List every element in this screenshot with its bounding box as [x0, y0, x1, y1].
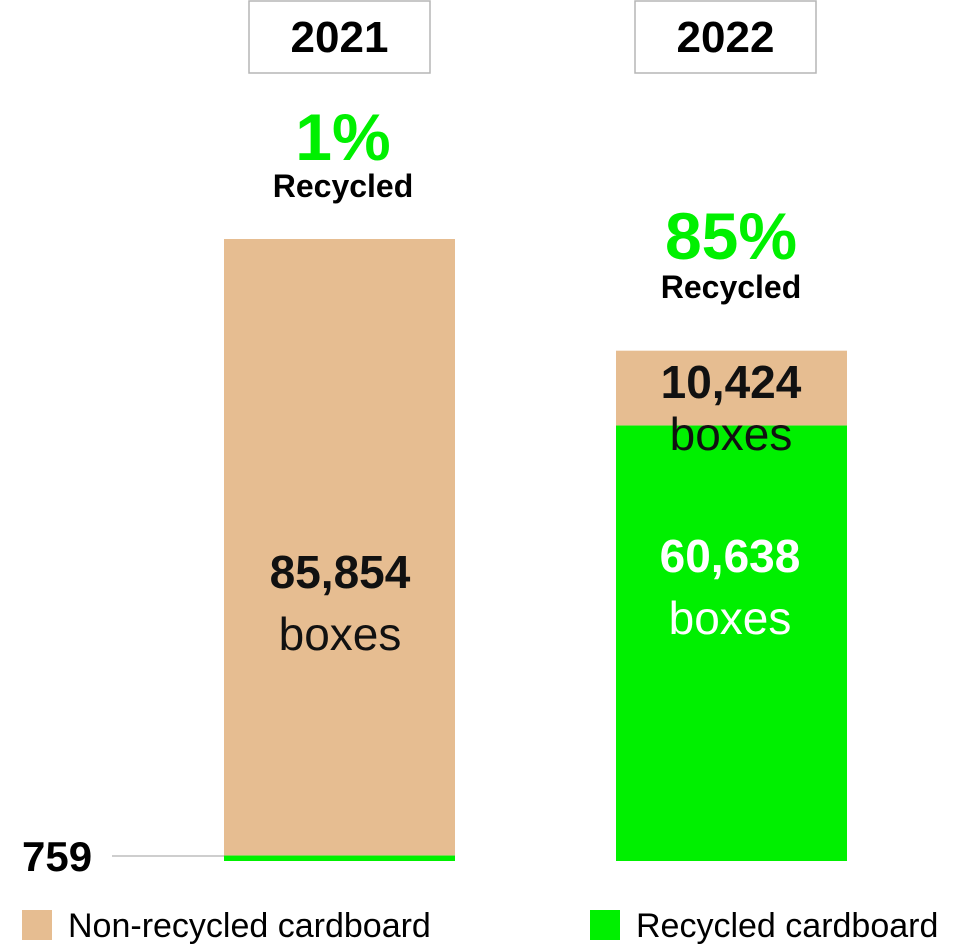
year-label-2021: 2021 — [291, 13, 389, 62]
bar-2022-non-recycled — [616, 350, 847, 426]
legend-swatch-non-recycled — [22, 910, 52, 940]
legend-label-recycled: Recycled cardboard — [636, 907, 938, 945]
unit-label-2022-recycled: boxes — [669, 592, 792, 644]
year-box-2022 — [634, 0, 817, 74]
percent-recycled-2022: 85% — [665, 199, 797, 273]
recycled-caption-2021: Recycled — [273, 168, 414, 204]
value-label-2022-recycled: 60,638 — [660, 530, 801, 582]
percent-recycled-2021: 1% — [295, 100, 390, 174]
unit-label-2022-non-recycled: boxes — [670, 408, 793, 460]
year-header-2021: 2021 — [248, 0, 431, 74]
legend-swatch-recycled — [590, 910, 620, 940]
year-header-2022: 2022 — [634, 0, 817, 74]
bar-2021-non-recycled — [224, 239, 455, 856]
recycled-caption-2022: Recycled — [661, 269, 802, 305]
unit-label-2021-non-recycled: boxes — [279, 608, 402, 660]
legend: Non-recycled cardboard Recycled cardboar… — [22, 907, 938, 945]
value-label-2021-recycled: 759 — [22, 833, 92, 880]
year-box-2021 — [248, 0, 431, 74]
legend-label-non-recycled: Non-recycled cardboard — [68, 907, 431, 945]
year-label-2022: 2022 — [677, 13, 775, 62]
value-label-2021-non-recycled: 85,854 — [270, 546, 411, 598]
bar-2022-recycled — [616, 425, 847, 861]
bar-2021-recycled — [224, 855, 455, 861]
value-label-2022-non-recycled: 10,424 — [661, 356, 802, 408]
